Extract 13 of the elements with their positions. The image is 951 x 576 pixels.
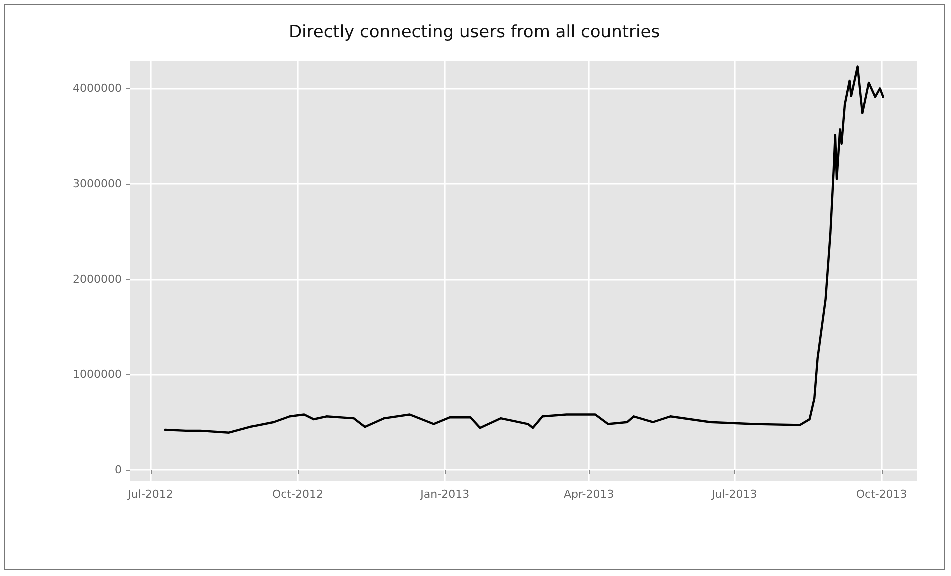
y-tick-label: 2000000 <box>73 272 122 286</box>
x-tick-label: Jul-2013 <box>711 488 758 501</box>
x-tick-label: Oct-2013 <box>856 488 908 501</box>
y-tick-label: 3000000 <box>73 177 122 190</box>
chart-title: Directly connecting users from all countries <box>288 22 660 42</box>
x-tick-label: Oct-2012 <box>272 488 324 501</box>
line-series <box>164 66 885 434</box>
x-tick-label: Apr-2013 <box>564 488 614 501</box>
x-tick-label: Jan-2013 <box>420 488 470 501</box>
y-tick-label: 4000000 <box>73 82 122 96</box>
y-tick-label: 1000000 <box>73 368 122 382</box>
y-tick-label: 0 <box>115 464 122 477</box>
x-tick-label: Jul-2012 <box>127 488 174 501</box>
